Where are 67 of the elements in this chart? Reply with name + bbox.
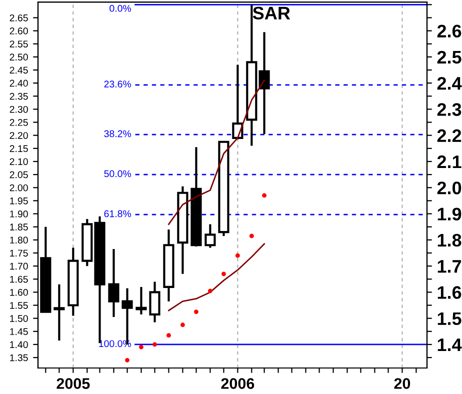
- point: [152, 342, 157, 347]
- y-tick-label: 2.35: [10, 92, 28, 100]
- y-tick-label: 1.55: [10, 302, 28, 309]
- y-tick-label: 1.90: [10, 210, 28, 218]
- point: [208, 288, 212, 294]
- y-tick-label: 2.55: [10, 40, 28, 48]
- y-tick-label: 2.00: [10, 184, 28, 192]
- annotation: 23.6%: [104, 80, 132, 88]
- candlestick: [149, 280, 160, 324]
- y-tick-label: 2.65: [10, 14, 28, 22]
- x-tick-label: 2005: [56, 378, 90, 389]
- point: [235, 253, 240, 258]
- point: [249, 234, 254, 238]
- y-tick-label: 1.40: [10, 341, 28, 348]
- point: [125, 358, 130, 362]
- y2-tick-label: 1.6: [438, 286, 462, 299]
- candlestick: [204, 223, 216, 249]
- y-tick-label: 1.75: [10, 250, 28, 257]
- y-tick-label: 2.60: [10, 28, 28, 34]
- y-tick-label: 2.15: [10, 145, 28, 152]
- chart-title: SAR: [252, 6, 290, 20]
- y2-tick-label: 1.9: [438, 208, 462, 220]
- y-tick-label: 1.95: [10, 197, 28, 204]
- y2-tick-label: 1.4: [438, 338, 462, 352]
- y2-tick-label: 2.4: [437, 77, 462, 90]
- y-tick-label: 2.50: [10, 54, 28, 61]
- y-tick-label: 2.10: [10, 158, 28, 166]
- y-tick-label: 2.25: [10, 119, 28, 126]
- candlestick: [54, 283, 65, 342]
- y2-tick-label: 2.6: [437, 24, 462, 38]
- point: [139, 344, 144, 350]
- y-tick-label: 2.40: [10, 80, 28, 87]
- point: [180, 322, 185, 328]
- y-tick-label: 1.35: [10, 354, 28, 362]
- y2-tick-label: 1.7: [438, 260, 462, 273]
- x-tick-label: 20: [394, 378, 410, 389]
- y-tick-label: 1.65: [10, 276, 28, 283]
- y-tick-label: 2.30: [10, 106, 28, 113]
- y-tick-label: 2.45: [10, 66, 28, 74]
- y-tick-label: 2.20: [10, 132, 28, 139]
- point: [194, 310, 198, 314]
- annotation: 50.0%: [104, 170, 132, 178]
- y2-tick-label: 1.8: [438, 234, 462, 247]
- y-tick-label: 1.45: [10, 328, 28, 336]
- x-tick-label: 2006: [221, 378, 254, 389]
- y2-tick-label: 2.2: [437, 129, 462, 142]
- y2-tick-label: 2.5: [437, 50, 462, 64]
- y-tick-label: 1.80: [10, 236, 28, 244]
- y-tick-label: 1.50: [10, 315, 28, 322]
- annotation: 100.0%: [99, 340, 132, 348]
- annotation: 61.8%: [104, 210, 132, 218]
- y-tick-label: 1.70: [10, 262, 28, 270]
- y-tick-label: 1.85: [10, 224, 28, 230]
- candlestick: [136, 286, 147, 316]
- y2-tick-label: 2.1: [437, 155, 462, 168]
- y-tick-label: 2.05: [10, 171, 28, 178]
- y-tick-label: 1.60: [10, 288, 28, 296]
- point: [262, 193, 266, 198]
- line-series: [168, 243, 265, 312]
- y2-tick-label: 2.3: [437, 103, 462, 116]
- point: [222, 272, 226, 276]
- point: [166, 333, 171, 338]
- candlestick: [108, 248, 120, 318]
- y2-tick-label: 1.5: [438, 312, 462, 326]
- annotation: 0.0%: [110, 4, 132, 12]
- annotation: 38.2%: [104, 130, 132, 138]
- y2-tick-label: 2.0: [437, 182, 462, 194]
